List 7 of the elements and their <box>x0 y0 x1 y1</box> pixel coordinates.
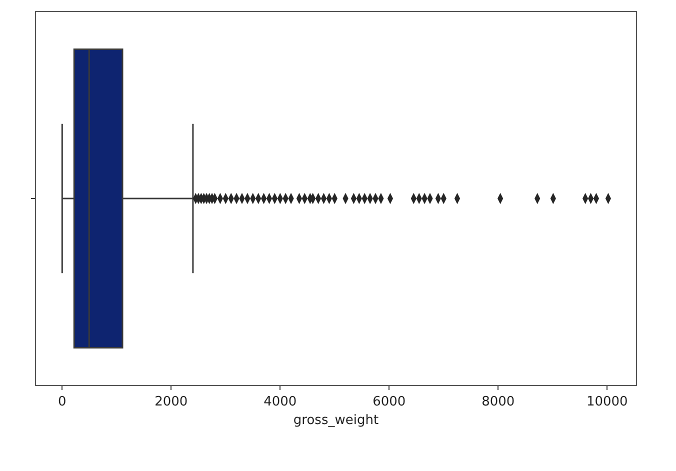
x-tick-label: 8000 <box>482 394 515 410</box>
x-tick-label: 4000 <box>264 394 297 410</box>
x-tick-label: 2000 <box>154 394 188 410</box>
x-tick-label: 0 <box>58 394 66 410</box>
x-tick-label: 6000 <box>372 394 406 410</box>
x-tick-label: 10000 <box>586 394 628 410</box>
x-axis-title: gross_weight <box>293 413 379 428</box>
